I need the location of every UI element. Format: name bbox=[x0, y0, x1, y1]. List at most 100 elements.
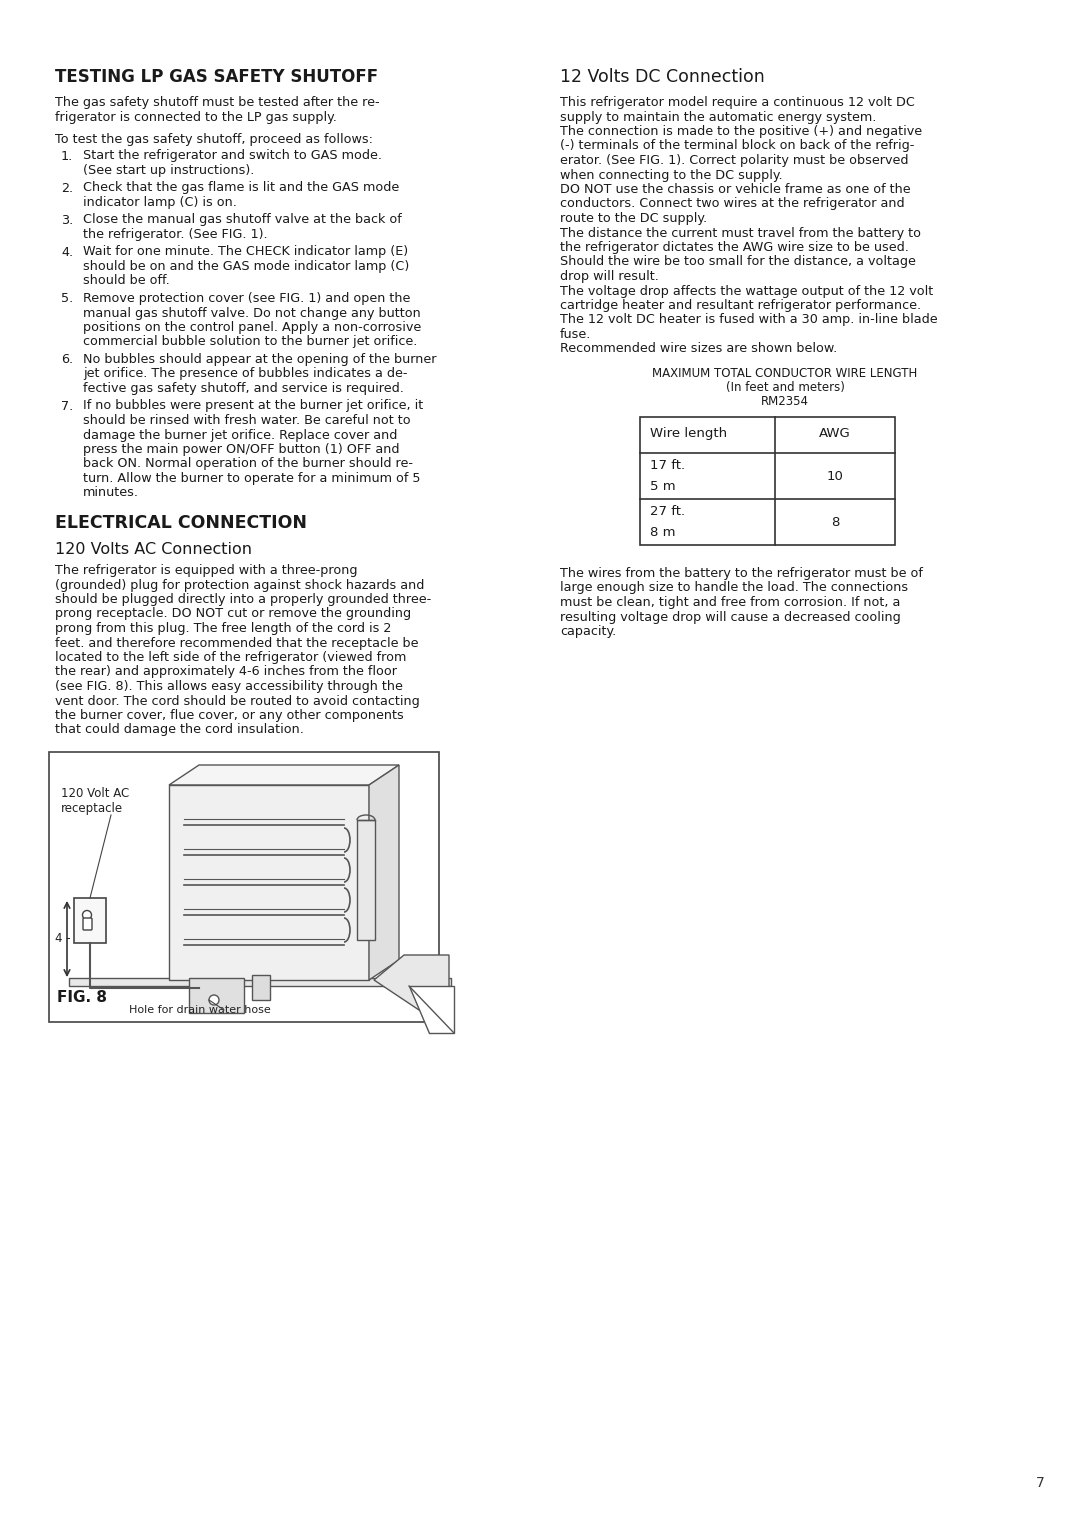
Text: 8 m: 8 m bbox=[650, 526, 675, 538]
Circle shape bbox=[210, 995, 219, 1005]
Text: Hole for drain water hose: Hole for drain water hose bbox=[129, 1005, 271, 1015]
Text: erator. (See FIG. 1). Correct polarity must be observed: erator. (See FIG. 1). Correct polarity m… bbox=[561, 154, 908, 167]
Text: 120 Volt AC
receptacle: 120 Volt AC receptacle bbox=[60, 787, 130, 814]
Text: located to the left side of the refrigerator (viewed from: located to the left side of the refriger… bbox=[55, 651, 406, 665]
Text: damage the burner jet orifice. Replace cover and: damage the burner jet orifice. Replace c… bbox=[83, 428, 397, 442]
Bar bbox=[49, 752, 438, 1022]
Text: (grounded) plug for protection against shock hazards and: (grounded) plug for protection against s… bbox=[55, 579, 424, 591]
Text: (see FIG. 8). This allows easy accessibility through the: (see FIG. 8). This allows easy accessibi… bbox=[55, 680, 403, 694]
Text: positions on the control panel. Apply a non-corrosive: positions on the control panel. Apply a … bbox=[83, 321, 421, 335]
Text: the rear) and approximately 4-6 inches from the floor: the rear) and approximately 4-6 inches f… bbox=[55, 666, 397, 678]
Text: The refrigerator is equipped with a three-prong: The refrigerator is equipped with a thre… bbox=[55, 564, 357, 578]
Text: Check that the gas flame is lit and the GAS mode: Check that the gas flame is lit and the … bbox=[83, 182, 400, 194]
Text: 2.: 2. bbox=[60, 182, 73, 194]
Text: 10: 10 bbox=[826, 469, 843, 483]
Text: FIG. 8: FIG. 8 bbox=[57, 990, 107, 1005]
Text: turn. Allow the burner to operate for a minimum of 5: turn. Allow the burner to operate for a … bbox=[83, 472, 420, 484]
Text: 27 ft.: 27 ft. bbox=[650, 504, 685, 518]
Text: 7.: 7. bbox=[60, 399, 73, 413]
Text: cartridge heater and resultant refrigerator performance.: cartridge heater and resultant refrigera… bbox=[561, 299, 921, 312]
Text: indicator lamp (C) is on.: indicator lamp (C) is on. bbox=[83, 196, 237, 209]
Text: route to the DC supply.: route to the DC supply. bbox=[561, 212, 707, 225]
Text: The 12 volt DC heater is fused with a 30 amp. in-line blade: The 12 volt DC heater is fused with a 30… bbox=[561, 313, 937, 327]
Text: Close the manual gas shutoff valve at the back of: Close the manual gas shutoff valve at th… bbox=[83, 214, 402, 226]
Text: should be off.: should be off. bbox=[83, 275, 170, 287]
Text: AWG: AWG bbox=[819, 426, 851, 440]
Text: supply to maintain the automatic energy system.: supply to maintain the automatic energy … bbox=[561, 110, 876, 124]
Text: Start the refrigerator and switch to GAS mode.: Start the refrigerator and switch to GAS… bbox=[83, 150, 382, 162]
Bar bbox=[252, 975, 270, 999]
Text: 6.: 6. bbox=[60, 353, 73, 367]
Bar bbox=[640, 417, 895, 545]
Text: 4.: 4. bbox=[60, 246, 73, 258]
Text: press the main power ON/OFF button (1) OFF and: press the main power ON/OFF button (1) O… bbox=[83, 443, 400, 455]
Text: (In feet and meters): (In feet and meters) bbox=[726, 380, 845, 394]
Text: 120 Volts AC Connection: 120 Volts AC Connection bbox=[55, 542, 252, 558]
Text: capacity.: capacity. bbox=[561, 625, 617, 639]
Text: feet. and therefore recommended that the receptacle be: feet. and therefore recommended that the… bbox=[55, 637, 419, 649]
Text: (-) terminals of the terminal block on back of the refrig-: (-) terminals of the terminal block on b… bbox=[561, 139, 915, 153]
Text: The distance the current must travel from the battery to: The distance the current must travel fro… bbox=[561, 226, 921, 240]
Text: large enough size to handle the load. The connections: large enough size to handle the load. Th… bbox=[561, 582, 908, 594]
Text: back ON. Normal operation of the burner should re-: back ON. Normal operation of the burner … bbox=[83, 457, 413, 471]
Text: 1.: 1. bbox=[60, 150, 73, 162]
Text: The connection is made to the positive (+) and negative: The connection is made to the positive (… bbox=[561, 125, 922, 138]
Text: fective gas safety shutoff, and service is required.: fective gas safety shutoff, and service … bbox=[83, 382, 404, 396]
Bar bbox=[189, 978, 244, 1013]
Polygon shape bbox=[409, 986, 454, 1033]
Text: fuse.: fuse. bbox=[561, 329, 592, 341]
Polygon shape bbox=[374, 955, 449, 1010]
Polygon shape bbox=[69, 978, 451, 986]
Circle shape bbox=[82, 911, 92, 920]
Text: Should the wire be too small for the distance, a voltage: Should the wire be too small for the dis… bbox=[561, 255, 916, 269]
Text: 5 m: 5 m bbox=[650, 480, 676, 492]
Text: RM2354: RM2354 bbox=[761, 396, 809, 408]
Text: The gas safety shutoff must be tested after the re-: The gas safety shutoff must be tested af… bbox=[55, 96, 380, 108]
Text: minutes.: minutes. bbox=[83, 486, 139, 500]
Text: should be rinsed with fresh water. Be careful not to: should be rinsed with fresh water. Be ca… bbox=[83, 414, 410, 426]
Text: the refrigerator. (See FIG. 1).: the refrigerator. (See FIG. 1). bbox=[83, 228, 268, 241]
Text: (See start up instructions).: (See start up instructions). bbox=[83, 163, 255, 177]
Text: 8: 8 bbox=[831, 515, 839, 529]
Text: The voltage drop affects the wattage output of the 12 volt: The voltage drop affects the wattage out… bbox=[561, 284, 933, 298]
Text: Wait for one minute. The CHECK indicator lamp (E): Wait for one minute. The CHECK indicator… bbox=[83, 246, 408, 258]
Bar bbox=[168, 785, 369, 979]
Text: 4 - 6: 4 - 6 bbox=[55, 932, 82, 946]
Text: This refrigerator model require a continuous 12 volt DC: This refrigerator model require a contin… bbox=[561, 96, 915, 108]
Text: vent door. The cord should be routed to avoid contacting: vent door. The cord should be routed to … bbox=[55, 695, 420, 707]
Text: must be clean, tight and free from corrosion. If not, a: must be clean, tight and free from corro… bbox=[561, 596, 901, 610]
Polygon shape bbox=[369, 766, 399, 979]
FancyBboxPatch shape bbox=[83, 918, 92, 931]
Text: the refrigerator dictates the AWG wire size to be used.: the refrigerator dictates the AWG wire s… bbox=[561, 241, 909, 254]
Text: Recommended wire sizes are shown below.: Recommended wire sizes are shown below. bbox=[561, 342, 837, 356]
Text: 17 ft.: 17 ft. bbox=[650, 458, 685, 472]
Text: To test the gas safety shutoff, proceed as follows:: To test the gas safety shutoff, proceed … bbox=[55, 133, 373, 147]
Text: Wire length: Wire length bbox=[650, 426, 727, 440]
Text: Remove protection cover (see FIG. 1) and open the: Remove protection cover (see FIG. 1) and… bbox=[83, 292, 410, 306]
Text: drop will result.: drop will result. bbox=[561, 270, 659, 283]
Text: that could damage the cord insulation.: that could damage the cord insulation. bbox=[55, 723, 303, 736]
Text: TESTING LP GAS SAFETY SHUTOFF: TESTING LP GAS SAFETY SHUTOFF bbox=[55, 69, 378, 86]
Text: No bubbles should appear at the opening of the burner: No bubbles should appear at the opening … bbox=[83, 353, 436, 367]
Text: ELECTRICAL CONNECTION: ELECTRICAL CONNECTION bbox=[55, 513, 307, 532]
Text: when connecting to the DC supply.: when connecting to the DC supply. bbox=[561, 168, 783, 182]
Text: manual gas shutoff valve. Do not change any button: manual gas shutoff valve. Do not change … bbox=[83, 307, 421, 319]
Text: 7: 7 bbox=[1036, 1476, 1044, 1490]
Bar bbox=[357, 821, 375, 940]
Text: 5.: 5. bbox=[60, 292, 73, 306]
Bar bbox=[75, 898, 106, 943]
Text: frigerator is connected to the LP gas supply.: frigerator is connected to the LP gas su… bbox=[55, 110, 337, 124]
Text: DO NOT use the chassis or vehicle frame as one of the: DO NOT use the chassis or vehicle frame … bbox=[561, 183, 910, 196]
Text: should be on and the GAS mode indicator lamp (C): should be on and the GAS mode indicator … bbox=[83, 260, 409, 274]
Polygon shape bbox=[168, 766, 399, 785]
Text: 3.: 3. bbox=[60, 214, 73, 226]
Text: MAXIMUM TOTAL CONDUCTOR WIRE LENGTH: MAXIMUM TOTAL CONDUCTOR WIRE LENGTH bbox=[652, 367, 918, 380]
Text: resulting voltage drop will cause a decreased cooling: resulting voltage drop will cause a decr… bbox=[561, 611, 901, 623]
Text: The wires from the battery to the refrigerator must be of: The wires from the battery to the refrig… bbox=[561, 567, 923, 581]
Text: 12 Volts DC Connection: 12 Volts DC Connection bbox=[561, 69, 765, 86]
Text: should be plugged directly into a properly grounded three-: should be plugged directly into a proper… bbox=[55, 593, 431, 607]
Text: prong receptacle. DO NOT cut or remove the grounding: prong receptacle. DO NOT cut or remove t… bbox=[55, 608, 411, 620]
Text: jet orifice. The presence of bubbles indicates a de-: jet orifice. The presence of bubbles ind… bbox=[83, 368, 407, 380]
Text: If no bubbles were present at the burner jet orifice, it: If no bubbles were present at the burner… bbox=[83, 399, 423, 413]
Text: prong from this plug. The free length of the cord is 2: prong from this plug. The free length of… bbox=[55, 622, 391, 636]
